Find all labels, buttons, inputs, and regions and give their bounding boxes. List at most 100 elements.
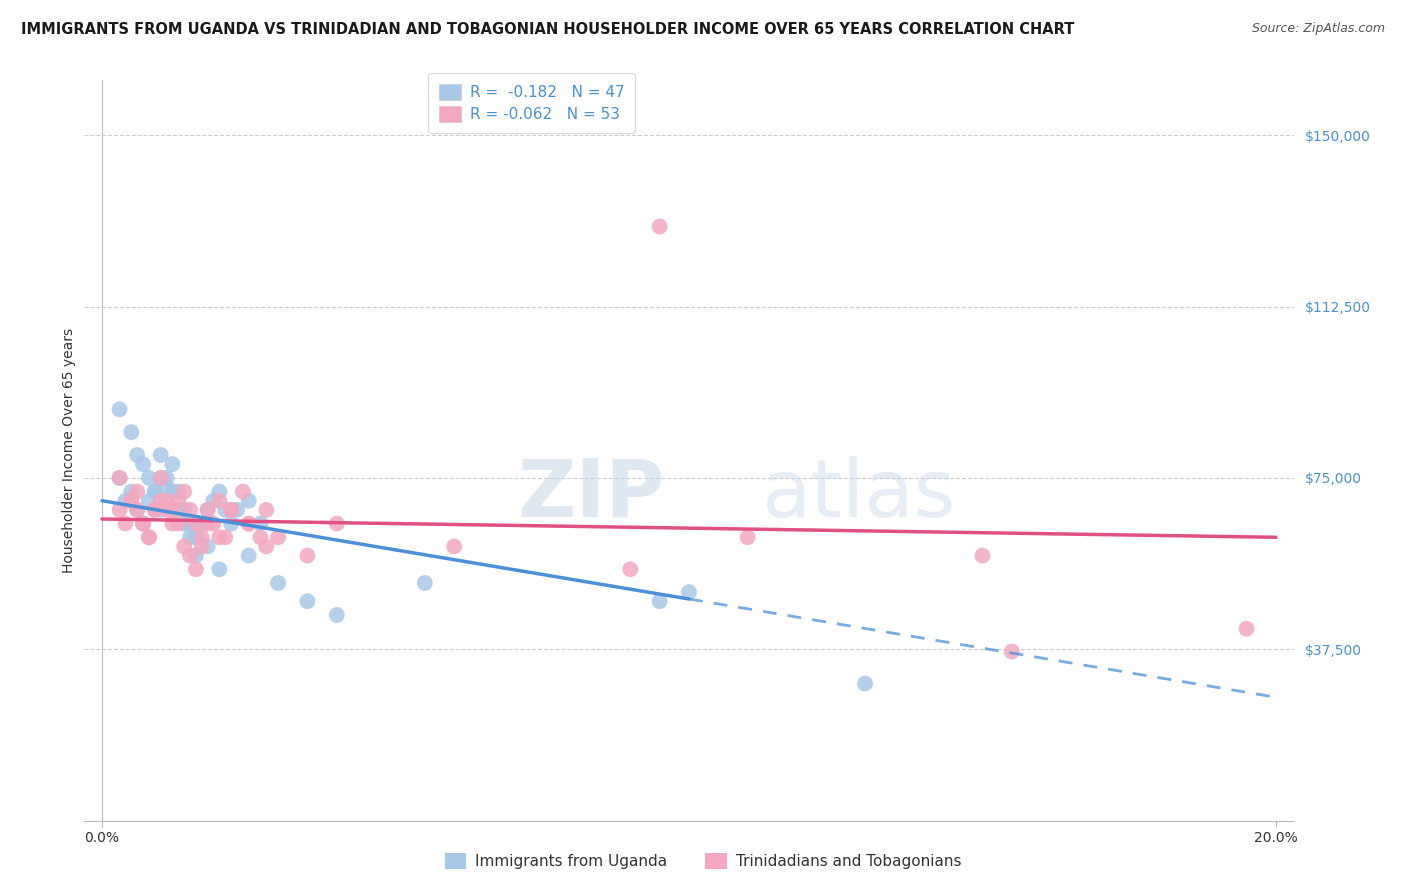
Point: [149, 471, 172, 485]
Point: [219, 503, 242, 517]
Point: [202, 493, 225, 508]
Point: [214, 503, 236, 517]
Point: [120, 493, 142, 508]
Point: [143, 503, 166, 517]
Point: [149, 503, 172, 517]
Point: [120, 484, 142, 499]
Point: [143, 484, 166, 499]
Point: [127, 503, 149, 517]
Point: [249, 530, 271, 544]
Point: [162, 516, 184, 531]
Point: [127, 448, 149, 462]
Point: [114, 516, 136, 531]
Text: IMMIGRANTS FROM UGANDA VS TRINIDADIAN AND TOBAGONIAN HOUSEHOLDER INCOME OVER 65 : IMMIGRANTS FROM UGANDA VS TRINIDADIAN AN…: [21, 22, 1074, 37]
Point: [972, 549, 994, 563]
Point: [443, 540, 465, 554]
Point: [120, 493, 142, 508]
Point: [162, 503, 184, 517]
Point: [190, 516, 212, 531]
Point: [297, 594, 319, 608]
Point: [167, 516, 190, 531]
Point: [173, 503, 195, 517]
Point: [155, 471, 177, 485]
Point: [648, 219, 671, 234]
Point: [238, 516, 260, 531]
Point: [132, 457, 155, 471]
Point: [232, 484, 254, 499]
Point: [202, 516, 225, 531]
Point: [226, 503, 249, 517]
Point: [214, 530, 236, 544]
Point: [619, 562, 641, 576]
Point: [413, 576, 436, 591]
Point: [132, 516, 155, 531]
Point: [132, 516, 155, 531]
Text: Source: ZipAtlas.com: Source: ZipAtlas.com: [1251, 22, 1385, 36]
Point: [138, 530, 160, 544]
Point: [1236, 622, 1258, 636]
Point: [114, 493, 136, 508]
Point: [132, 516, 155, 531]
Point: [208, 562, 231, 576]
Point: [155, 503, 177, 517]
Point: [208, 530, 231, 544]
Point: [197, 516, 219, 531]
Point: [219, 503, 242, 517]
Point: [197, 503, 219, 517]
Point: [326, 607, 349, 622]
Point: [219, 516, 242, 531]
Point: [108, 503, 131, 517]
Point: [127, 503, 149, 517]
Point: [108, 471, 131, 485]
Point: [648, 594, 671, 608]
Point: [173, 540, 195, 554]
Point: [179, 516, 201, 531]
Point: [173, 484, 195, 499]
Point: [853, 676, 876, 690]
Point: [162, 457, 184, 471]
Point: [138, 493, 160, 508]
Point: [238, 493, 260, 508]
Point: [184, 549, 207, 563]
Point: [238, 516, 260, 531]
Point: [138, 471, 160, 485]
Point: [149, 471, 172, 485]
Point: [155, 480, 177, 494]
Point: [238, 549, 260, 563]
Point: [143, 484, 166, 499]
Point: [167, 493, 190, 508]
Point: [138, 530, 160, 544]
Point: [162, 484, 184, 499]
Point: [190, 540, 212, 554]
Point: [120, 425, 142, 440]
Point: [326, 516, 349, 531]
Point: [249, 516, 271, 531]
Point: [184, 516, 207, 531]
Point: [184, 562, 207, 576]
Point: [1001, 644, 1024, 658]
Point: [108, 471, 131, 485]
Point: [737, 530, 759, 544]
Point: [149, 493, 172, 508]
Point: [208, 484, 231, 499]
Point: [254, 540, 277, 554]
Point: [254, 503, 277, 517]
Point: [167, 503, 190, 517]
Point: [297, 549, 319, 563]
Point: [179, 503, 201, 517]
Point: [143, 503, 166, 517]
Point: [167, 484, 190, 499]
Text: ZIP: ZIP: [517, 456, 665, 534]
Point: [267, 576, 290, 591]
Y-axis label: Householder Income Over 65 years: Householder Income Over 65 years: [62, 328, 76, 573]
Text: atlas: atlas: [762, 456, 956, 534]
Point: [197, 540, 219, 554]
Point: [127, 484, 149, 499]
Point: [267, 530, 290, 544]
Point: [149, 448, 172, 462]
Legend: Immigrants from Uganda, Trinidadians and Tobagonians: Immigrants from Uganda, Trinidadians and…: [439, 847, 967, 875]
Point: [155, 493, 177, 508]
Point: [173, 516, 195, 531]
Point: [190, 530, 212, 544]
Point: [179, 530, 201, 544]
